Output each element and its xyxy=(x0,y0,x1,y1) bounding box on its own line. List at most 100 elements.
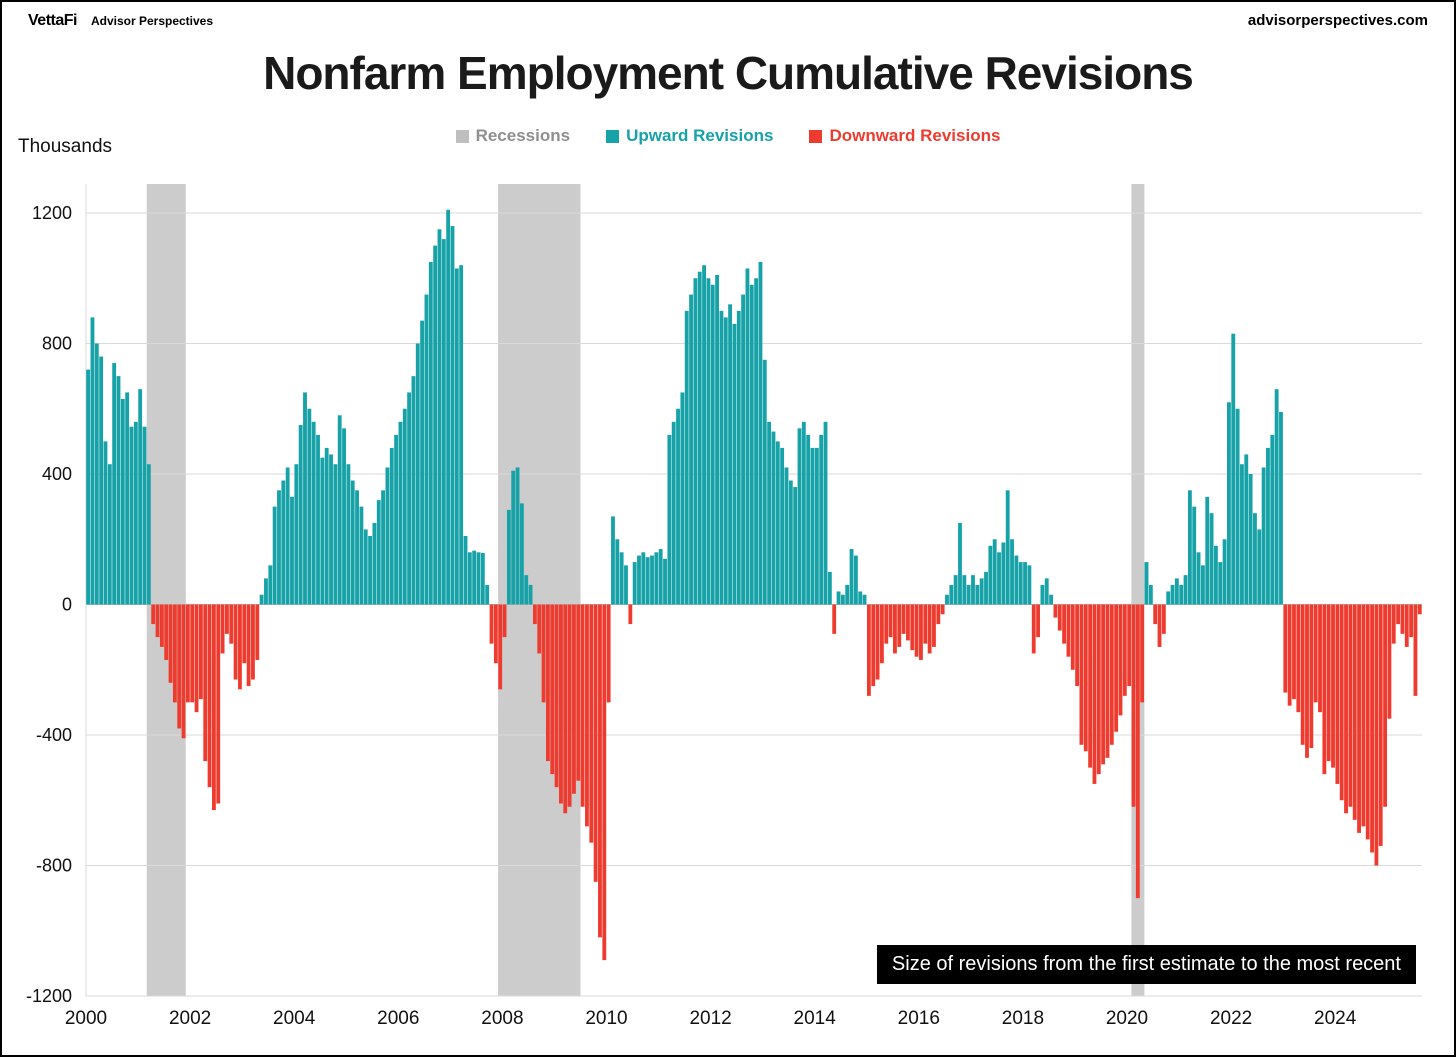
revision-bar xyxy=(871,604,876,687)
revision-bar xyxy=(233,604,238,680)
revision-bar xyxy=(784,467,789,605)
revision-bar xyxy=(1066,604,1071,657)
revision-bar xyxy=(272,506,277,605)
revision-bar xyxy=(264,578,268,605)
revision-bar xyxy=(645,557,650,605)
revision-bar xyxy=(142,426,147,605)
revision-bar xyxy=(598,604,602,938)
revision-bar xyxy=(1309,604,1314,749)
revision-bar xyxy=(984,571,988,605)
y-tick-label: 400 xyxy=(42,464,72,484)
revision-bar xyxy=(168,604,173,683)
revision-bar xyxy=(1079,604,1084,745)
revision-bar xyxy=(706,278,711,605)
revision-bar xyxy=(1179,584,1184,605)
revision-bar xyxy=(715,274,719,605)
legend-label-upward: Upward Revisions xyxy=(626,126,774,145)
revision-bar xyxy=(1187,490,1192,605)
revision-bar xyxy=(606,604,611,703)
revision-bar xyxy=(801,421,806,605)
revision-bar xyxy=(624,565,628,605)
revision-bar xyxy=(1127,604,1132,687)
revision-bar xyxy=(1279,412,1283,605)
revision-bar xyxy=(749,284,754,605)
revision-bar xyxy=(1292,604,1296,700)
revision-bar xyxy=(506,509,511,605)
revision-bar xyxy=(897,604,902,647)
revision-bar xyxy=(650,555,654,605)
revision-bar xyxy=(177,604,182,729)
revision-bar xyxy=(394,434,399,605)
revision-bar xyxy=(1174,578,1179,605)
revision-bar xyxy=(611,516,615,605)
revision-bar xyxy=(146,464,151,605)
y-tick-label: -1200 xyxy=(26,986,72,1006)
revision-bar xyxy=(311,421,316,605)
revision-bar xyxy=(1270,434,1275,605)
revision-bar xyxy=(489,604,494,644)
revision-bar xyxy=(1018,562,1023,605)
revision-bar xyxy=(1400,604,1405,634)
revision-bar xyxy=(86,369,91,605)
revision-bar xyxy=(407,392,412,605)
recession-swatch-icon xyxy=(455,129,469,143)
x-tick-label: 2018 xyxy=(1002,1008,1044,1029)
revision-bar xyxy=(1404,604,1409,647)
revision-bar xyxy=(1027,565,1032,605)
revision-bar xyxy=(277,490,281,605)
revision-bar xyxy=(906,604,910,641)
revision-bar xyxy=(663,558,667,605)
revision-bar xyxy=(112,363,117,605)
y-tick-label: 800 xyxy=(42,334,72,354)
revision-bar xyxy=(710,284,715,605)
revision-bar xyxy=(541,604,546,703)
revision-bar xyxy=(884,604,889,644)
revision-bar xyxy=(997,552,1001,605)
revision-bar xyxy=(819,434,824,605)
revision-bar xyxy=(246,604,251,687)
revision-bar xyxy=(1417,604,1422,615)
revision-bar xyxy=(814,447,819,605)
revision-bar xyxy=(385,467,390,605)
revision-bar xyxy=(120,398,125,605)
revision-bar xyxy=(329,454,333,605)
revision-bar xyxy=(355,490,359,605)
revision-bar xyxy=(1248,474,1253,605)
revision-bar xyxy=(1005,490,1010,605)
revision-bar xyxy=(1318,604,1322,713)
revision-bar xyxy=(1209,513,1214,605)
revision-bar xyxy=(1231,333,1236,605)
revision-bar xyxy=(229,604,234,644)
revision-bar xyxy=(467,552,472,605)
revision-bar xyxy=(1378,604,1383,846)
revision-bar xyxy=(550,604,555,775)
revision-bar xyxy=(689,294,693,605)
revision-bar xyxy=(775,441,780,605)
revision-bar xyxy=(411,376,416,605)
legend-item-recessions: Recessions xyxy=(455,126,570,146)
revision-bar xyxy=(372,522,377,605)
revision-bar xyxy=(363,529,368,605)
revision-bar xyxy=(216,604,221,804)
revision-bar xyxy=(966,584,971,605)
revision-bar xyxy=(836,591,841,605)
revision-bar xyxy=(537,604,542,654)
revision-bar xyxy=(723,317,728,605)
revision-bar xyxy=(914,604,919,657)
revision-bar xyxy=(901,604,906,634)
downward-swatch-icon xyxy=(809,129,823,143)
revision-bar xyxy=(1192,506,1197,605)
revision-bar xyxy=(576,604,581,781)
brand-subtitle: Advisor Perspectives xyxy=(90,14,214,28)
revision-bar xyxy=(502,604,507,638)
revision-bar xyxy=(641,552,646,605)
revision-bar xyxy=(190,604,195,703)
revision-bar xyxy=(459,265,464,605)
revision-bar xyxy=(992,539,997,605)
revision-bar xyxy=(133,421,138,605)
revision-bar xyxy=(1118,604,1123,716)
revision-bar xyxy=(528,584,533,605)
revision-bar xyxy=(1357,604,1361,833)
revision-bar xyxy=(1088,604,1093,768)
recession-band xyxy=(146,184,186,996)
